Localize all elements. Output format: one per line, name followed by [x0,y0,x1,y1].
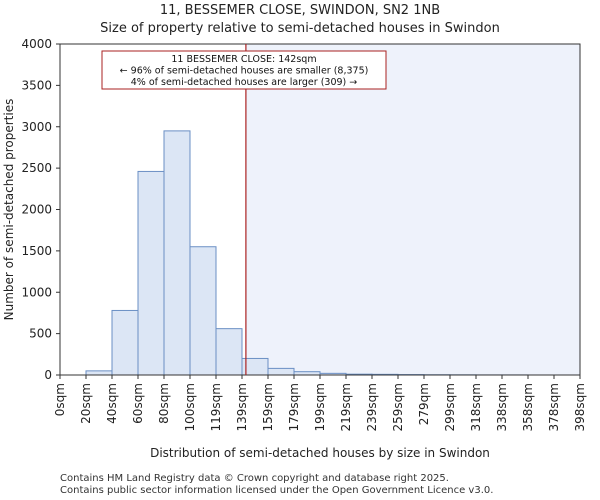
y-axis-label: Number of semi-detached properties [2,99,16,321]
x-tick-label: 279qm [417,383,431,425]
x-tick-label: 398sqm [573,383,587,431]
y-tick-label: 1000 [21,285,52,299]
bar [215,328,243,376]
x-tick-label: 239sqm [365,383,379,431]
bar [163,130,191,376]
annotation-box [101,50,387,90]
x-tick-label: 20sqm [79,383,93,424]
y-tick-label: 3500 [21,78,52,92]
x-tick-label: 100sqm [183,383,197,431]
y-tick-label: 500 [29,327,52,341]
x-tick-label: 199sqm [313,383,327,431]
x-tick-label: 318sqm [469,383,483,431]
x-tick-label: 378sqm [547,383,561,431]
x-axis-label: Distribution of semi-detached houses by … [150,446,490,460]
y-tick-label: 1500 [21,244,52,258]
y-tick-label: 4000 [21,37,52,51]
x-tick-label: 0sqm [53,383,67,416]
chart-title: 11, BESSEMER CLOSE, SWINDON, SN2 1NB [159,3,441,18]
footer-copyright: Contains HM Land Registry data © Crown c… [60,473,449,484]
chart-subtitle: Size of property relative to semi-detach… [100,21,500,36]
y-tick-label: 0 [44,368,52,382]
bar [85,370,113,376]
x-tick-label: 179sqm [287,383,301,431]
x-tick-label: 358sqm [521,383,535,431]
larger-region [245,44,580,375]
x-tick-label: 338sqm [495,383,509,431]
y-tick-label: 3000 [21,120,52,134]
annotation-line-3: 4% of semi-detached houses are larger (3… [131,77,358,88]
x-tick-label: 259sqm [391,383,405,431]
annotation-line-1: 11 BESSEMER CLOSE: 142sqm [171,54,316,65]
y-tick-label: 2000 [21,203,52,217]
bar [267,367,295,376]
x-tick-label: 299sqm [443,383,457,431]
bar [137,170,165,376]
x-tick-label: 60sqm [131,383,145,424]
x-tick-label: 119sqm [209,383,223,431]
annotation-line-2: ← 96% of semi-detached houses are smalle… [120,66,369,77]
x-tick-label: 139sqm [235,383,249,431]
bar [111,309,139,376]
bar [189,246,217,376]
x-tick-label: 40sqm [105,383,119,424]
footer-licence: Contains public sector information licen… [60,485,494,496]
x-tick-label: 159sqm [261,383,275,431]
x-tick-label: 219sqm [339,383,353,431]
y-tick-label: 2500 [21,161,52,175]
x-tick-label: 80sqm [157,383,171,424]
